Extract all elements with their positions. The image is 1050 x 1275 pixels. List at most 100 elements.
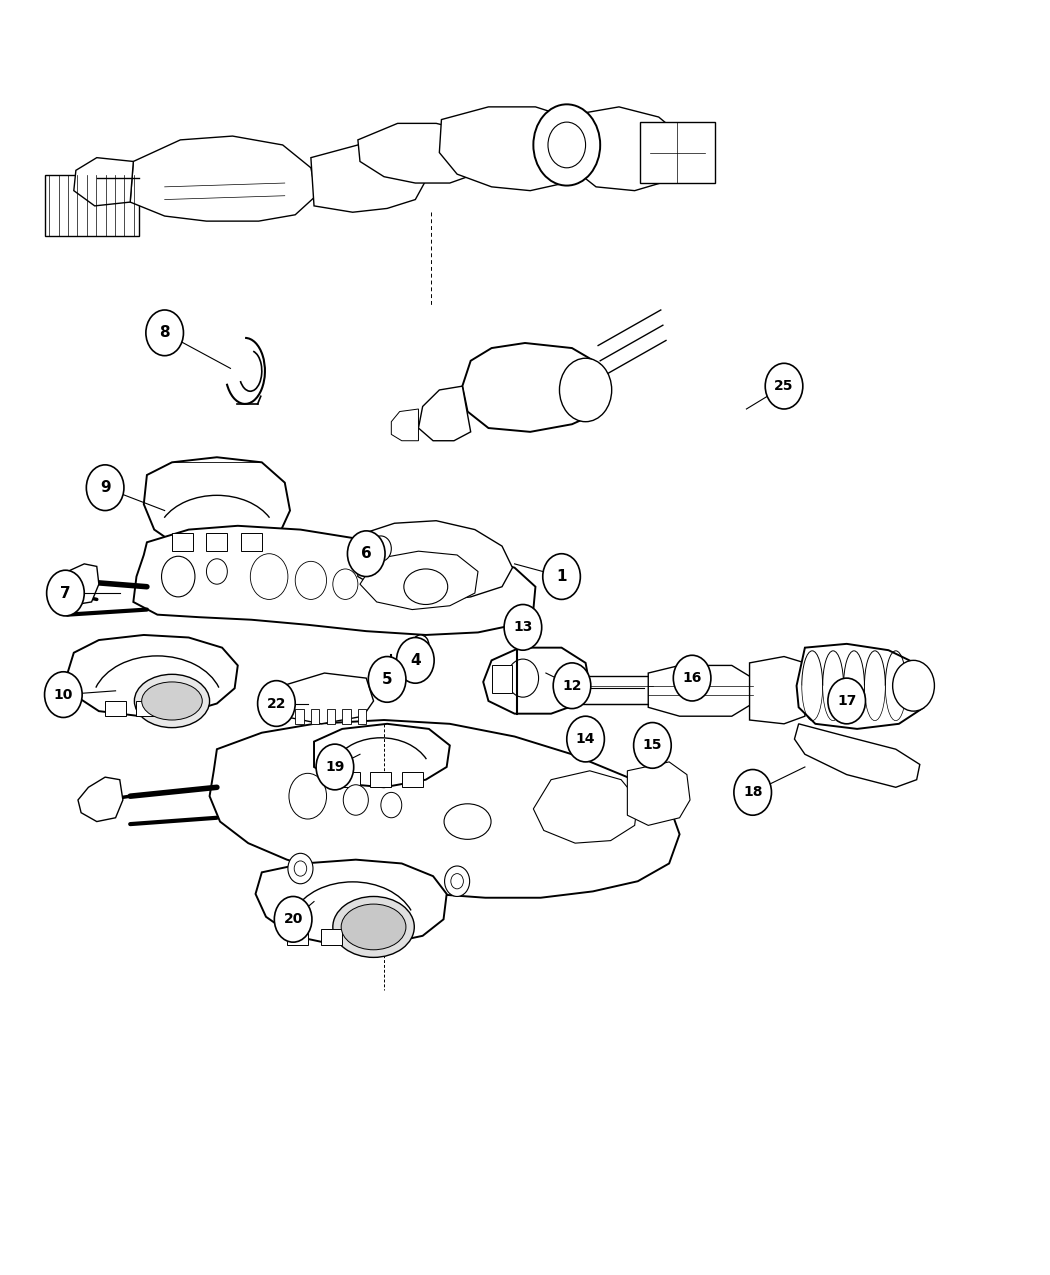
Bar xyxy=(327,709,335,724)
Text: 25: 25 xyxy=(774,379,794,393)
Circle shape xyxy=(288,853,313,884)
Circle shape xyxy=(553,663,591,709)
Circle shape xyxy=(533,105,601,186)
Polygon shape xyxy=(210,720,679,898)
Polygon shape xyxy=(67,635,237,717)
Bar xyxy=(583,676,653,704)
Bar xyxy=(639,122,715,184)
Text: 22: 22 xyxy=(267,696,287,710)
Bar xyxy=(371,773,392,787)
Bar xyxy=(136,701,158,717)
Text: 4: 4 xyxy=(410,653,421,668)
Text: 1: 1 xyxy=(556,569,567,584)
Circle shape xyxy=(207,558,228,584)
Polygon shape xyxy=(648,666,753,717)
Polygon shape xyxy=(60,564,99,604)
Text: 5: 5 xyxy=(382,672,393,687)
Circle shape xyxy=(294,861,307,876)
Bar xyxy=(491,666,512,694)
Circle shape xyxy=(673,655,711,701)
Circle shape xyxy=(504,604,542,650)
Polygon shape xyxy=(392,409,419,441)
Circle shape xyxy=(274,896,312,942)
Circle shape xyxy=(289,774,327,819)
Text: 9: 9 xyxy=(100,481,110,495)
Polygon shape xyxy=(130,136,316,221)
Circle shape xyxy=(257,681,295,727)
Circle shape xyxy=(734,770,772,815)
Bar xyxy=(339,773,360,787)
Bar xyxy=(295,709,303,724)
Circle shape xyxy=(333,569,358,599)
Polygon shape xyxy=(255,859,446,945)
Text: 15: 15 xyxy=(643,738,663,752)
Text: 16: 16 xyxy=(682,671,701,685)
Polygon shape xyxy=(356,520,512,602)
Circle shape xyxy=(560,358,612,422)
Ellipse shape xyxy=(142,682,203,720)
Polygon shape xyxy=(144,458,290,551)
Ellipse shape xyxy=(333,896,415,958)
Bar xyxy=(311,709,319,724)
Circle shape xyxy=(548,122,586,168)
Polygon shape xyxy=(311,143,426,212)
Bar xyxy=(402,773,423,787)
Circle shape xyxy=(162,556,195,597)
Text: 10: 10 xyxy=(54,687,74,701)
Polygon shape xyxy=(358,124,483,184)
Text: 18: 18 xyxy=(743,785,762,799)
Bar xyxy=(44,176,139,236)
Ellipse shape xyxy=(134,674,210,728)
Circle shape xyxy=(892,660,934,711)
Polygon shape xyxy=(276,673,374,724)
Circle shape xyxy=(413,635,428,655)
Circle shape xyxy=(381,792,402,817)
Ellipse shape xyxy=(444,803,491,839)
Text: 19: 19 xyxy=(326,760,344,774)
Text: 12: 12 xyxy=(562,678,582,692)
Circle shape xyxy=(86,465,124,510)
Ellipse shape xyxy=(404,569,447,604)
Bar xyxy=(105,701,126,717)
Bar xyxy=(358,709,366,724)
Polygon shape xyxy=(133,525,536,635)
Bar xyxy=(287,929,308,945)
Circle shape xyxy=(543,553,581,599)
Polygon shape xyxy=(533,771,637,843)
Circle shape xyxy=(369,657,406,703)
Circle shape xyxy=(348,530,385,576)
Bar xyxy=(207,533,228,551)
Circle shape xyxy=(371,536,392,561)
Text: 20: 20 xyxy=(284,913,302,927)
Ellipse shape xyxy=(341,904,406,950)
Circle shape xyxy=(827,678,865,724)
Polygon shape xyxy=(797,644,930,729)
Circle shape xyxy=(44,672,82,718)
Circle shape xyxy=(250,553,288,599)
Circle shape xyxy=(444,866,469,896)
Circle shape xyxy=(567,717,605,762)
Circle shape xyxy=(765,363,803,409)
Polygon shape xyxy=(627,762,690,825)
Circle shape xyxy=(450,873,463,889)
Polygon shape xyxy=(360,551,478,609)
Polygon shape xyxy=(462,343,609,432)
Circle shape xyxy=(295,561,327,599)
Bar xyxy=(321,929,342,945)
Text: 7: 7 xyxy=(60,585,70,601)
Polygon shape xyxy=(78,778,123,821)
Text: 13: 13 xyxy=(513,621,532,635)
Circle shape xyxy=(633,723,671,769)
Circle shape xyxy=(397,638,434,683)
Text: 17: 17 xyxy=(837,694,857,708)
Polygon shape xyxy=(795,724,920,787)
Polygon shape xyxy=(750,657,805,724)
Polygon shape xyxy=(439,107,590,191)
Circle shape xyxy=(507,659,539,697)
Polygon shape xyxy=(575,107,684,191)
Bar xyxy=(240,533,261,551)
Polygon shape xyxy=(483,648,590,714)
Polygon shape xyxy=(314,724,449,787)
Bar xyxy=(172,533,193,551)
Bar xyxy=(356,929,377,945)
